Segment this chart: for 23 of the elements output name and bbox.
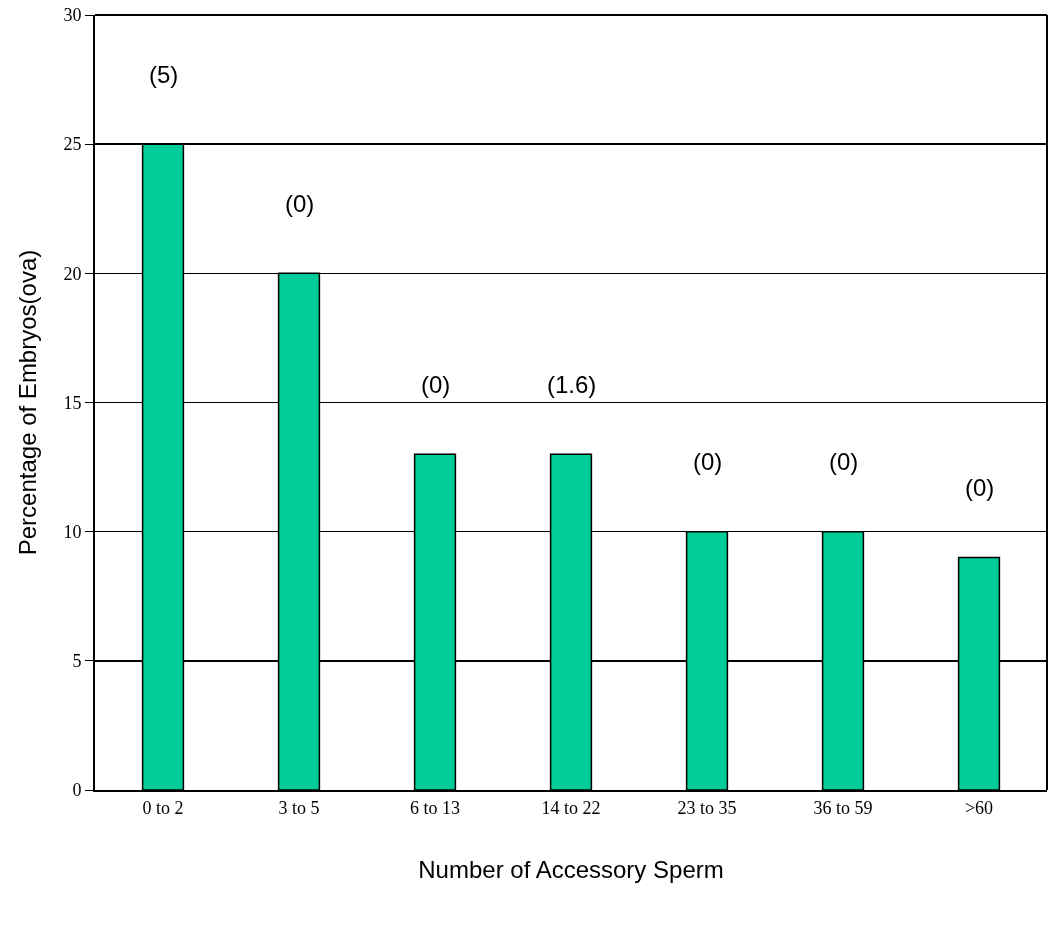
x-tick-label: 36 to 59 (813, 797, 873, 818)
annotation: (0) (965, 474, 995, 501)
annotation: (5) (149, 61, 179, 88)
y-axis-title: Percentage of Embryos(ova) (14, 249, 41, 556)
y-tick-label: 30 (63, 5, 82, 26)
x-tick-label: 23 to 35 (677, 797, 737, 818)
y-tick-label: 20 (63, 263, 82, 284)
x-axis-title: Number of Accessory Sperm (418, 856, 724, 884)
y-tick-label: 0 (72, 780, 82, 801)
annotation: (0) (829, 448, 859, 475)
annotation: (1.6) (547, 371, 597, 398)
y-tick-label: 15 (63, 392, 82, 413)
x-tick-label: 0 to 2 (142, 797, 184, 818)
annotation: (0) (421, 371, 451, 398)
y-tick-label: 10 (63, 521, 82, 542)
y-tick-label: 5 (72, 651, 82, 672)
annotation: (0) (285, 190, 315, 217)
x-tick-label: >60 (964, 797, 994, 818)
annotation: (0) (693, 448, 723, 475)
x-tick-label: 3 to 5 (278, 797, 320, 818)
x-tick-label: 6 to 13 (409, 797, 461, 818)
y-tick-label: 25 (63, 134, 82, 155)
x-tick-label: 14 to 22 (541, 797, 601, 818)
